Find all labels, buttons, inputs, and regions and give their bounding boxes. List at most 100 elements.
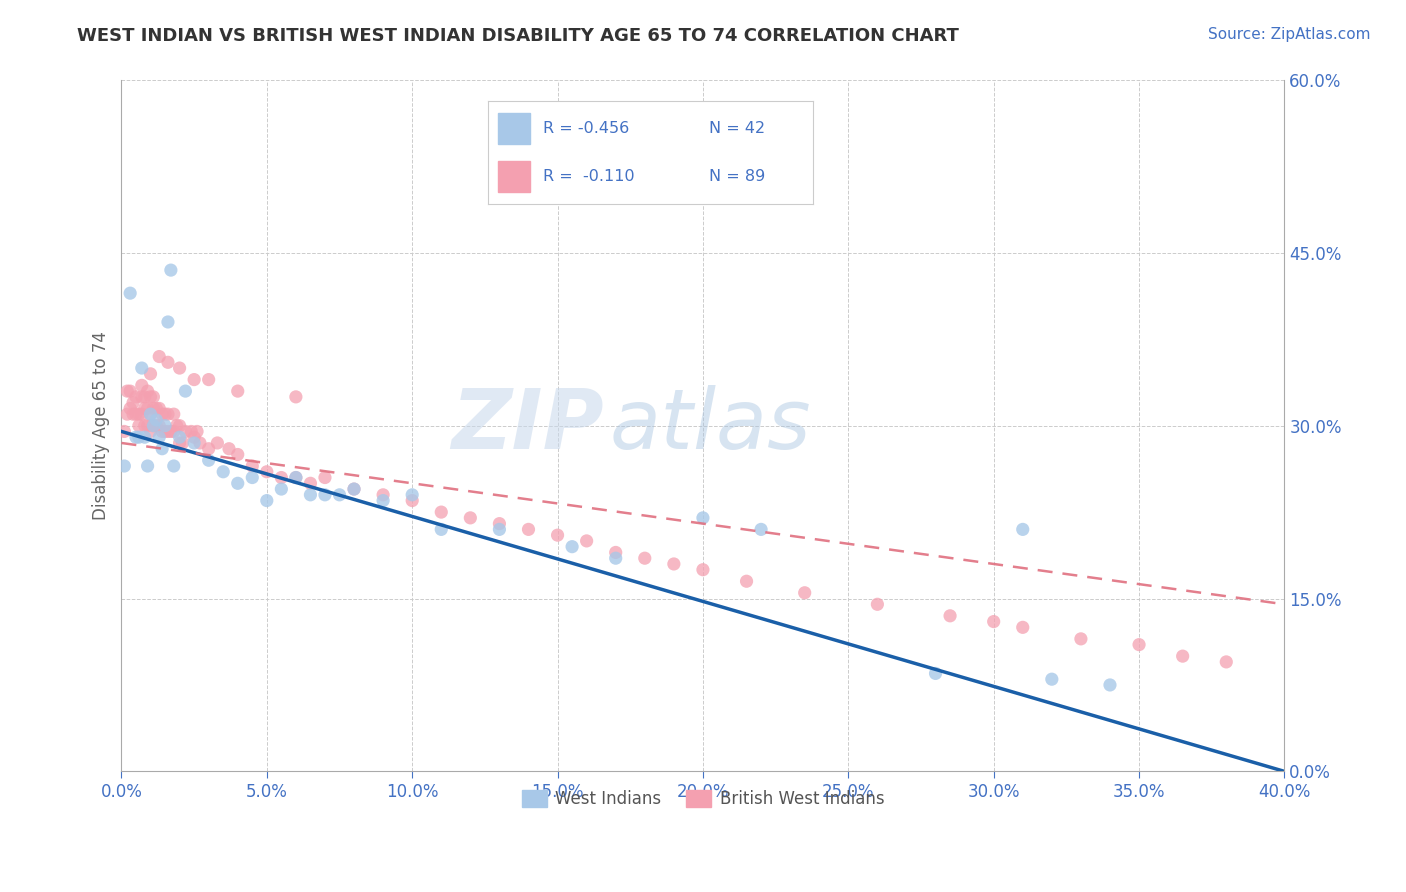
Point (139, 425, 162, 439)
Point (128, 430, 150, 444)
Point (112, 458, 135, 473)
Point (139, 390, 162, 404)
Point (142, 390, 165, 404)
Point (136, 384, 159, 398)
Point (793, 586, 815, 600)
Point (240, 470, 263, 484)
Point (163, 458, 186, 473)
Point (156, 315, 179, 329)
Point (256, 465, 278, 479)
Text: atlas: atlas (610, 385, 811, 467)
Point (430, 522, 453, 536)
Text: ZIP: ZIP (451, 385, 605, 467)
Point (692, 511, 714, 525)
Point (145, 401, 167, 416)
Point (139, 407, 162, 421)
Point (156, 355, 179, 369)
Point (183, 430, 205, 444)
Point (125, 407, 148, 421)
Point (270, 482, 292, 496)
Point (735, 574, 758, 589)
Point (166, 418, 188, 433)
Point (605, 551, 627, 566)
Point (1040, 672, 1063, 686)
Point (169, 430, 191, 444)
Point (1098, 678, 1121, 692)
Point (371, 488, 394, 502)
Point (692, 563, 714, 577)
Point (605, 545, 627, 559)
Point (343, 482, 366, 496)
Point (240, 458, 263, 473)
Point (197, 373, 219, 387)
Text: WEST INDIAN VS BRITISH WEST INDIAN DISABILITY AGE 65 TO 74 CORRELATION CHART: WEST INDIAN VS BRITISH WEST INDIAN DISAB… (77, 27, 959, 45)
Point (150, 407, 173, 421)
Y-axis label: Disability Age 65 to 74: Disability Age 65 to 74 (93, 331, 110, 520)
Point (662, 557, 685, 571)
Point (131, 378, 153, 392)
Point (270, 470, 292, 484)
Point (142, 401, 165, 416)
Point (1171, 649, 1194, 664)
Point (207, 436, 229, 450)
Point (139, 407, 162, 421)
Point (226, 384, 249, 398)
Point (148, 401, 170, 416)
Point (188, 436, 211, 450)
Point (197, 442, 219, 456)
Point (145, 418, 167, 433)
Point (226, 448, 249, 462)
Point (1011, 620, 1033, 634)
Point (575, 533, 598, 548)
Point (125, 390, 148, 404)
Point (284, 470, 307, 484)
Point (120, 401, 142, 416)
Point (120, 286, 142, 301)
Point (169, 418, 191, 433)
Point (460, 511, 482, 525)
Point (299, 476, 322, 491)
Point (153, 407, 176, 421)
Point (314, 470, 336, 484)
Point (145, 413, 167, 427)
Point (284, 470, 307, 484)
Point (136, 418, 159, 433)
Text: Source: ZipAtlas.com: Source: ZipAtlas.com (1208, 27, 1371, 42)
Point (148, 350, 170, 364)
Point (172, 436, 194, 450)
Point (749, 522, 772, 536)
Point (186, 425, 208, 439)
Point (122, 395, 145, 409)
Point (153, 425, 176, 439)
Point (139, 367, 162, 381)
Point (112, 425, 135, 439)
Point (866, 597, 889, 611)
Point (343, 482, 366, 496)
Point (131, 407, 153, 421)
Point (1215, 655, 1237, 669)
Point (142, 418, 165, 433)
Point (284, 390, 307, 404)
Point (256, 493, 278, 508)
Point (117, 407, 139, 421)
Point (212, 465, 235, 479)
Point (314, 488, 336, 502)
Point (983, 615, 1005, 629)
Point (401, 488, 423, 502)
Point (156, 425, 179, 439)
Point (148, 430, 170, 444)
Point (299, 488, 322, 502)
Point (561, 540, 583, 554)
Point (218, 442, 240, 456)
Point (939, 608, 962, 623)
Point (142, 418, 165, 433)
Point (131, 390, 153, 404)
Point (371, 493, 394, 508)
Point (180, 425, 202, 439)
Point (150, 442, 173, 456)
Point (169, 361, 191, 376)
Point (136, 458, 159, 473)
Point (122, 407, 145, 421)
Point (117, 384, 139, 398)
Legend: West Indians, British West Indians: West Indians, British West Indians (515, 783, 891, 815)
